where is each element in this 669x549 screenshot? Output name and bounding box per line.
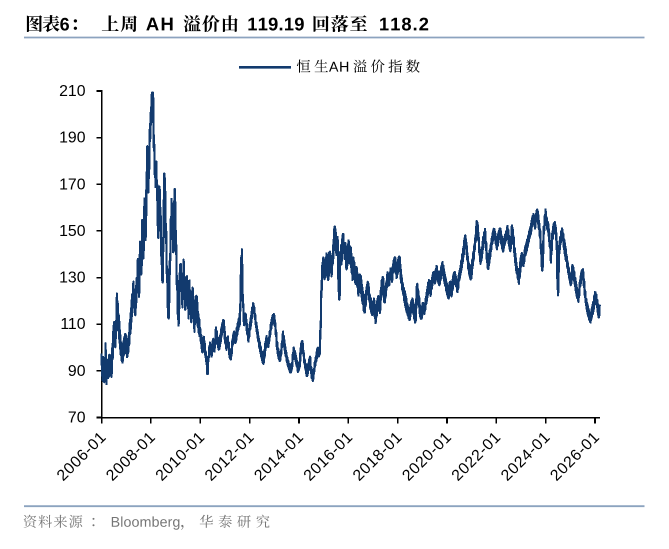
svg-text:70: 70 [68, 410, 86, 427]
svg-text:130: 130 [59, 270, 86, 287]
svg-text:90: 90 [68, 363, 86, 380]
svg-text:150: 150 [59, 223, 86, 240]
svg-text:210: 210 [59, 83, 86, 100]
svg-text:170: 170 [59, 176, 86, 193]
svg-text:110: 110 [60, 316, 85, 333]
svg-text:190: 190 [59, 130, 86, 147]
